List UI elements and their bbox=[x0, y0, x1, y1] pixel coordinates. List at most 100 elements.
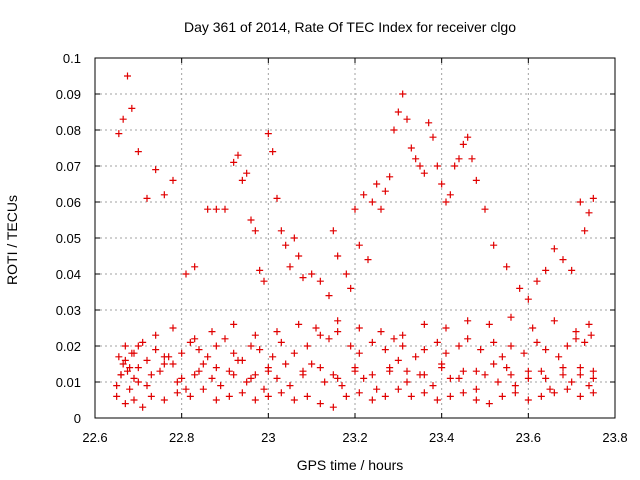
data-point bbox=[325, 335, 333, 343]
data-points bbox=[113, 72, 597, 411]
data-point bbox=[303, 392, 311, 400]
data-point bbox=[152, 331, 160, 339]
data-point bbox=[412, 353, 420, 361]
data-point bbox=[173, 378, 181, 386]
data-point bbox=[399, 331, 407, 339]
data-point bbox=[550, 389, 558, 397]
data-point bbox=[195, 346, 203, 354]
data-point bbox=[550, 245, 558, 253]
data-point bbox=[134, 148, 142, 156]
data-point bbox=[247, 374, 255, 382]
data-point bbox=[286, 263, 294, 271]
data-point bbox=[576, 364, 584, 372]
data-point bbox=[407, 144, 415, 152]
y-tick-label: 0.04 bbox=[56, 267, 81, 282]
data-point bbox=[113, 392, 121, 400]
data-point bbox=[368, 371, 376, 379]
data-point bbox=[251, 371, 259, 379]
data-point bbox=[403, 115, 411, 123]
data-point bbox=[390, 335, 398, 343]
data-point bbox=[124, 367, 131, 375]
data-point bbox=[472, 176, 480, 184]
data-point bbox=[381, 187, 389, 195]
data-point bbox=[312, 324, 320, 332]
data-point bbox=[121, 356, 129, 364]
data-point bbox=[446, 191, 454, 199]
data-point bbox=[442, 198, 450, 206]
data-point bbox=[533, 277, 541, 285]
data-point bbox=[490, 338, 498, 346]
data-point bbox=[264, 392, 272, 400]
data-point bbox=[360, 191, 368, 199]
data-point bbox=[273, 328, 281, 336]
data-point bbox=[191, 263, 199, 271]
data-point bbox=[455, 155, 463, 163]
data-point bbox=[199, 385, 207, 393]
x-tick-label: 22.8 bbox=[169, 430, 194, 445]
x-tick-label: 22.6 bbox=[82, 430, 107, 445]
data-point bbox=[251, 331, 259, 339]
data-point bbox=[481, 205, 489, 213]
y-tick-label: 0 bbox=[74, 411, 81, 426]
data-point bbox=[264, 130, 272, 138]
data-point bbox=[490, 360, 498, 368]
x-axis-label: GPS time / hours bbox=[297, 457, 404, 473]
data-point bbox=[368, 338, 376, 346]
data-point bbox=[251, 227, 259, 235]
data-point bbox=[329, 227, 337, 235]
data-point bbox=[212, 364, 220, 372]
data-point bbox=[459, 140, 467, 148]
data-point bbox=[334, 328, 342, 336]
data-point bbox=[373, 180, 381, 188]
data-point bbox=[160, 360, 168, 368]
data-point bbox=[576, 392, 584, 400]
data-point bbox=[204, 205, 212, 213]
data-point bbox=[269, 353, 277, 361]
data-point bbox=[516, 284, 524, 292]
data-point bbox=[503, 364, 511, 372]
data-point bbox=[256, 346, 264, 354]
data-point bbox=[295, 320, 303, 328]
data-point bbox=[355, 389, 363, 397]
data-point bbox=[581, 227, 589, 235]
data-point bbox=[360, 374, 368, 382]
data-point bbox=[243, 378, 251, 386]
data-point bbox=[498, 392, 506, 400]
data-point bbox=[524, 374, 532, 382]
data-point bbox=[295, 252, 303, 260]
data-point bbox=[381, 392, 389, 400]
data-point bbox=[524, 295, 532, 303]
axis-ticks: 22.6 22.8 23 23.2 23.4 23.6 23.8 0 0.01 0.02 0.03 0… bbox=[56, 51, 628, 445]
data-point bbox=[464, 133, 472, 141]
data-point bbox=[160, 353, 168, 361]
data-point bbox=[299, 274, 307, 282]
grid-lines bbox=[95, 58, 615, 418]
data-point bbox=[429, 382, 437, 390]
data-point bbox=[212, 396, 220, 404]
data-point bbox=[407, 392, 415, 400]
data-point bbox=[464, 335, 472, 343]
data-point bbox=[247, 342, 255, 350]
data-point bbox=[542, 374, 550, 382]
data-point bbox=[221, 205, 229, 213]
data-point bbox=[533, 338, 541, 346]
data-point bbox=[347, 284, 355, 292]
data-point bbox=[403, 367, 411, 375]
data-point bbox=[559, 371, 567, 379]
data-point bbox=[316, 277, 324, 285]
data-point bbox=[282, 241, 290, 249]
data-point bbox=[147, 371, 155, 379]
data-point bbox=[425, 119, 433, 127]
data-point bbox=[191, 335, 199, 343]
data-point bbox=[520, 349, 528, 357]
data-point bbox=[119, 115, 127, 123]
data-point bbox=[256, 266, 264, 274]
data-point bbox=[351, 367, 359, 375]
data-point bbox=[243, 169, 251, 177]
data-point bbox=[394, 356, 402, 364]
data-point bbox=[199, 360, 207, 368]
data-point bbox=[316, 400, 324, 408]
data-point bbox=[230, 320, 238, 328]
x-tick-label: 23.8 bbox=[602, 430, 627, 445]
data-point bbox=[329, 371, 337, 379]
